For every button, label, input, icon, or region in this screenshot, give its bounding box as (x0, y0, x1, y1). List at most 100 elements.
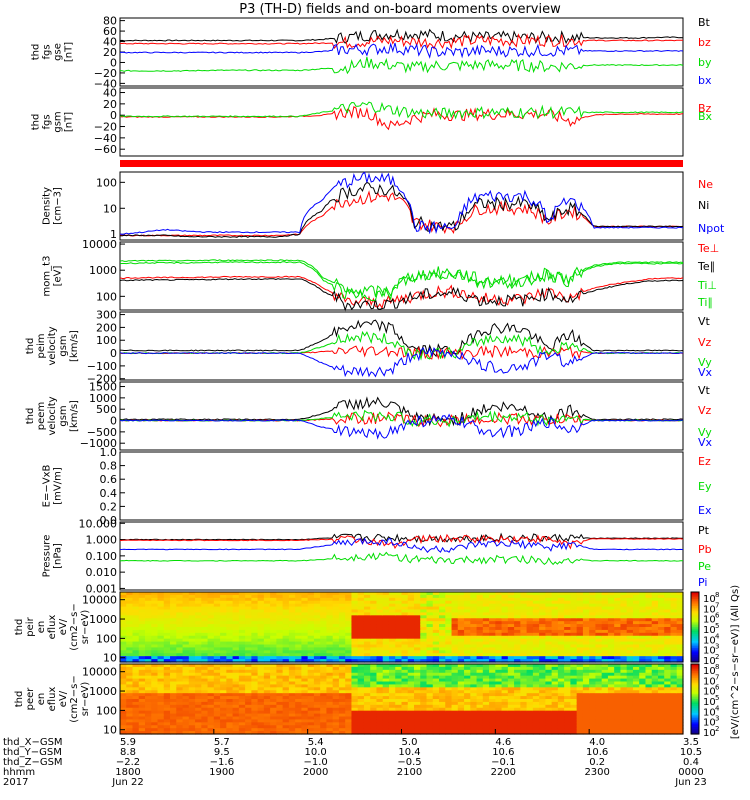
spectrogram-cell (576, 659, 584, 663)
spectrogram-cell (176, 629, 184, 634)
spectrogram-cell (476, 672, 484, 677)
spectrogram-cell (532, 707, 540, 712)
spectrogram-cell (601, 603, 609, 608)
spectrogram-cell (270, 716, 277, 721)
spectrogram-cell (645, 650, 653, 654)
spectrogram-cell (195, 624, 202, 628)
spectrogram-cell (245, 675, 252, 680)
spectrogram-cell (226, 621, 234, 625)
spectrogram-cell (363, 672, 371, 677)
spectrogram-cell (145, 615, 152, 619)
spectrogram-cell (138, 699, 146, 703)
spectrogram-cell (551, 627, 559, 631)
spectrogram-cell (307, 701, 315, 706)
spectrogram-cell (338, 707, 346, 712)
spectrogram-cell (507, 621, 515, 625)
spectrogram-cell (207, 672, 215, 677)
spectrogram-cell (639, 638, 647, 643)
spectrogram-cell (582, 641, 590, 646)
spectrogram-cell (532, 656, 540, 660)
spectrogram-cell (376, 672, 384, 677)
spectrogram-cell (651, 707, 659, 712)
spectrogram-cell (120, 710, 127, 715)
spectrogram-cell (576, 618, 584, 622)
spectrogram-cell (570, 696, 578, 700)
spectrogram-cell (157, 618, 165, 622)
spectrogram-cell (288, 707, 296, 712)
spectrogram-cell (651, 606, 659, 611)
spectrogram-cell (501, 716, 509, 721)
spectrogram-cell (363, 684, 371, 688)
spectrogram-cell (614, 699, 622, 703)
spectrogram-cell (601, 618, 609, 622)
spectrogram-cell (132, 618, 140, 622)
spectrogram-cell (414, 675, 421, 680)
spectrogram-cell (632, 666, 640, 671)
spectrogram-cell (282, 659, 290, 663)
spectrogram-cell (420, 600, 428, 605)
spectrogram-cell (207, 722, 215, 726)
spectrogram-cell (651, 612, 659, 616)
spectrogram-cell (201, 687, 209, 691)
spectrogram-cell (414, 693, 421, 697)
spectrogram-cell (332, 615, 340, 619)
spectrogram-cell (601, 597, 609, 602)
spectrogram-cell (195, 653, 202, 657)
spectrogram-cell (263, 696, 271, 700)
spectrogram-cell (370, 647, 378, 651)
spectrogram-cell (432, 627, 440, 631)
spectrogram-cell (176, 701, 184, 706)
spectrogram-cell (589, 629, 597, 634)
spectrogram-cell (188, 707, 196, 712)
spectrogram-cell (482, 713, 490, 718)
spectrogram-cell (407, 609, 415, 614)
spectrogram-cell (557, 644, 565, 649)
spectrogram-cell (639, 678, 647, 683)
spectrogram-cell (213, 731, 221, 735)
spectrogram-cell (664, 600, 672, 605)
spectrogram-cell (589, 725, 597, 729)
spectrogram-cell (307, 710, 315, 715)
spectrogram-cell (213, 699, 221, 703)
spectrogram-cell (201, 666, 209, 671)
spectrogram-cell (351, 603, 359, 608)
spectrogram-cell (526, 600, 534, 605)
spectrogram-cell (607, 704, 615, 709)
spectrogram-cell (332, 659, 340, 663)
spectrogram-cell (326, 594, 334, 599)
spectrogram-cell (213, 656, 221, 660)
spectrogram-cell (188, 629, 196, 634)
spectrogram-cell (357, 701, 365, 706)
spectrogram-cell (420, 644, 428, 649)
spectrogram-cell (295, 664, 303, 668)
spectrogram-cell (338, 597, 346, 602)
spectrogram-cell (532, 704, 540, 709)
spectrogram-cell (426, 716, 434, 721)
spectrogram-cell (163, 632, 171, 637)
spectrogram-cell (370, 597, 378, 602)
spectrogram-cell (426, 597, 434, 602)
spectrogram-cell (564, 644, 571, 649)
spectrogram-cell (351, 606, 359, 611)
spectrogram-cell (251, 615, 259, 619)
spectrogram-cell (551, 710, 559, 715)
spectrogram-cell (651, 731, 659, 735)
spectrogram-cell (420, 609, 428, 614)
spectrogram-cell (676, 719, 684, 723)
spectrogram-cell (238, 612, 246, 616)
spectrogram-cell (126, 612, 134, 616)
spectrogram-cell (507, 719, 515, 723)
spectrogram-cell (439, 696, 446, 700)
spectrogram-cell (626, 644, 634, 649)
spectrogram-cell (295, 728, 303, 732)
spectrogram-cell (238, 710, 246, 715)
colorbar-cell (691, 685, 699, 688)
spectrogram-cell (363, 618, 371, 622)
spectrogram-cell (451, 725, 459, 729)
spectrogram-cell (226, 659, 234, 663)
spectrogram-cell (495, 675, 503, 680)
spectrogram-cell (182, 641, 190, 646)
spectrogram-cell (626, 653, 634, 657)
spectrogram-cell (257, 728, 265, 732)
spectrogram-cell (414, 592, 421, 596)
